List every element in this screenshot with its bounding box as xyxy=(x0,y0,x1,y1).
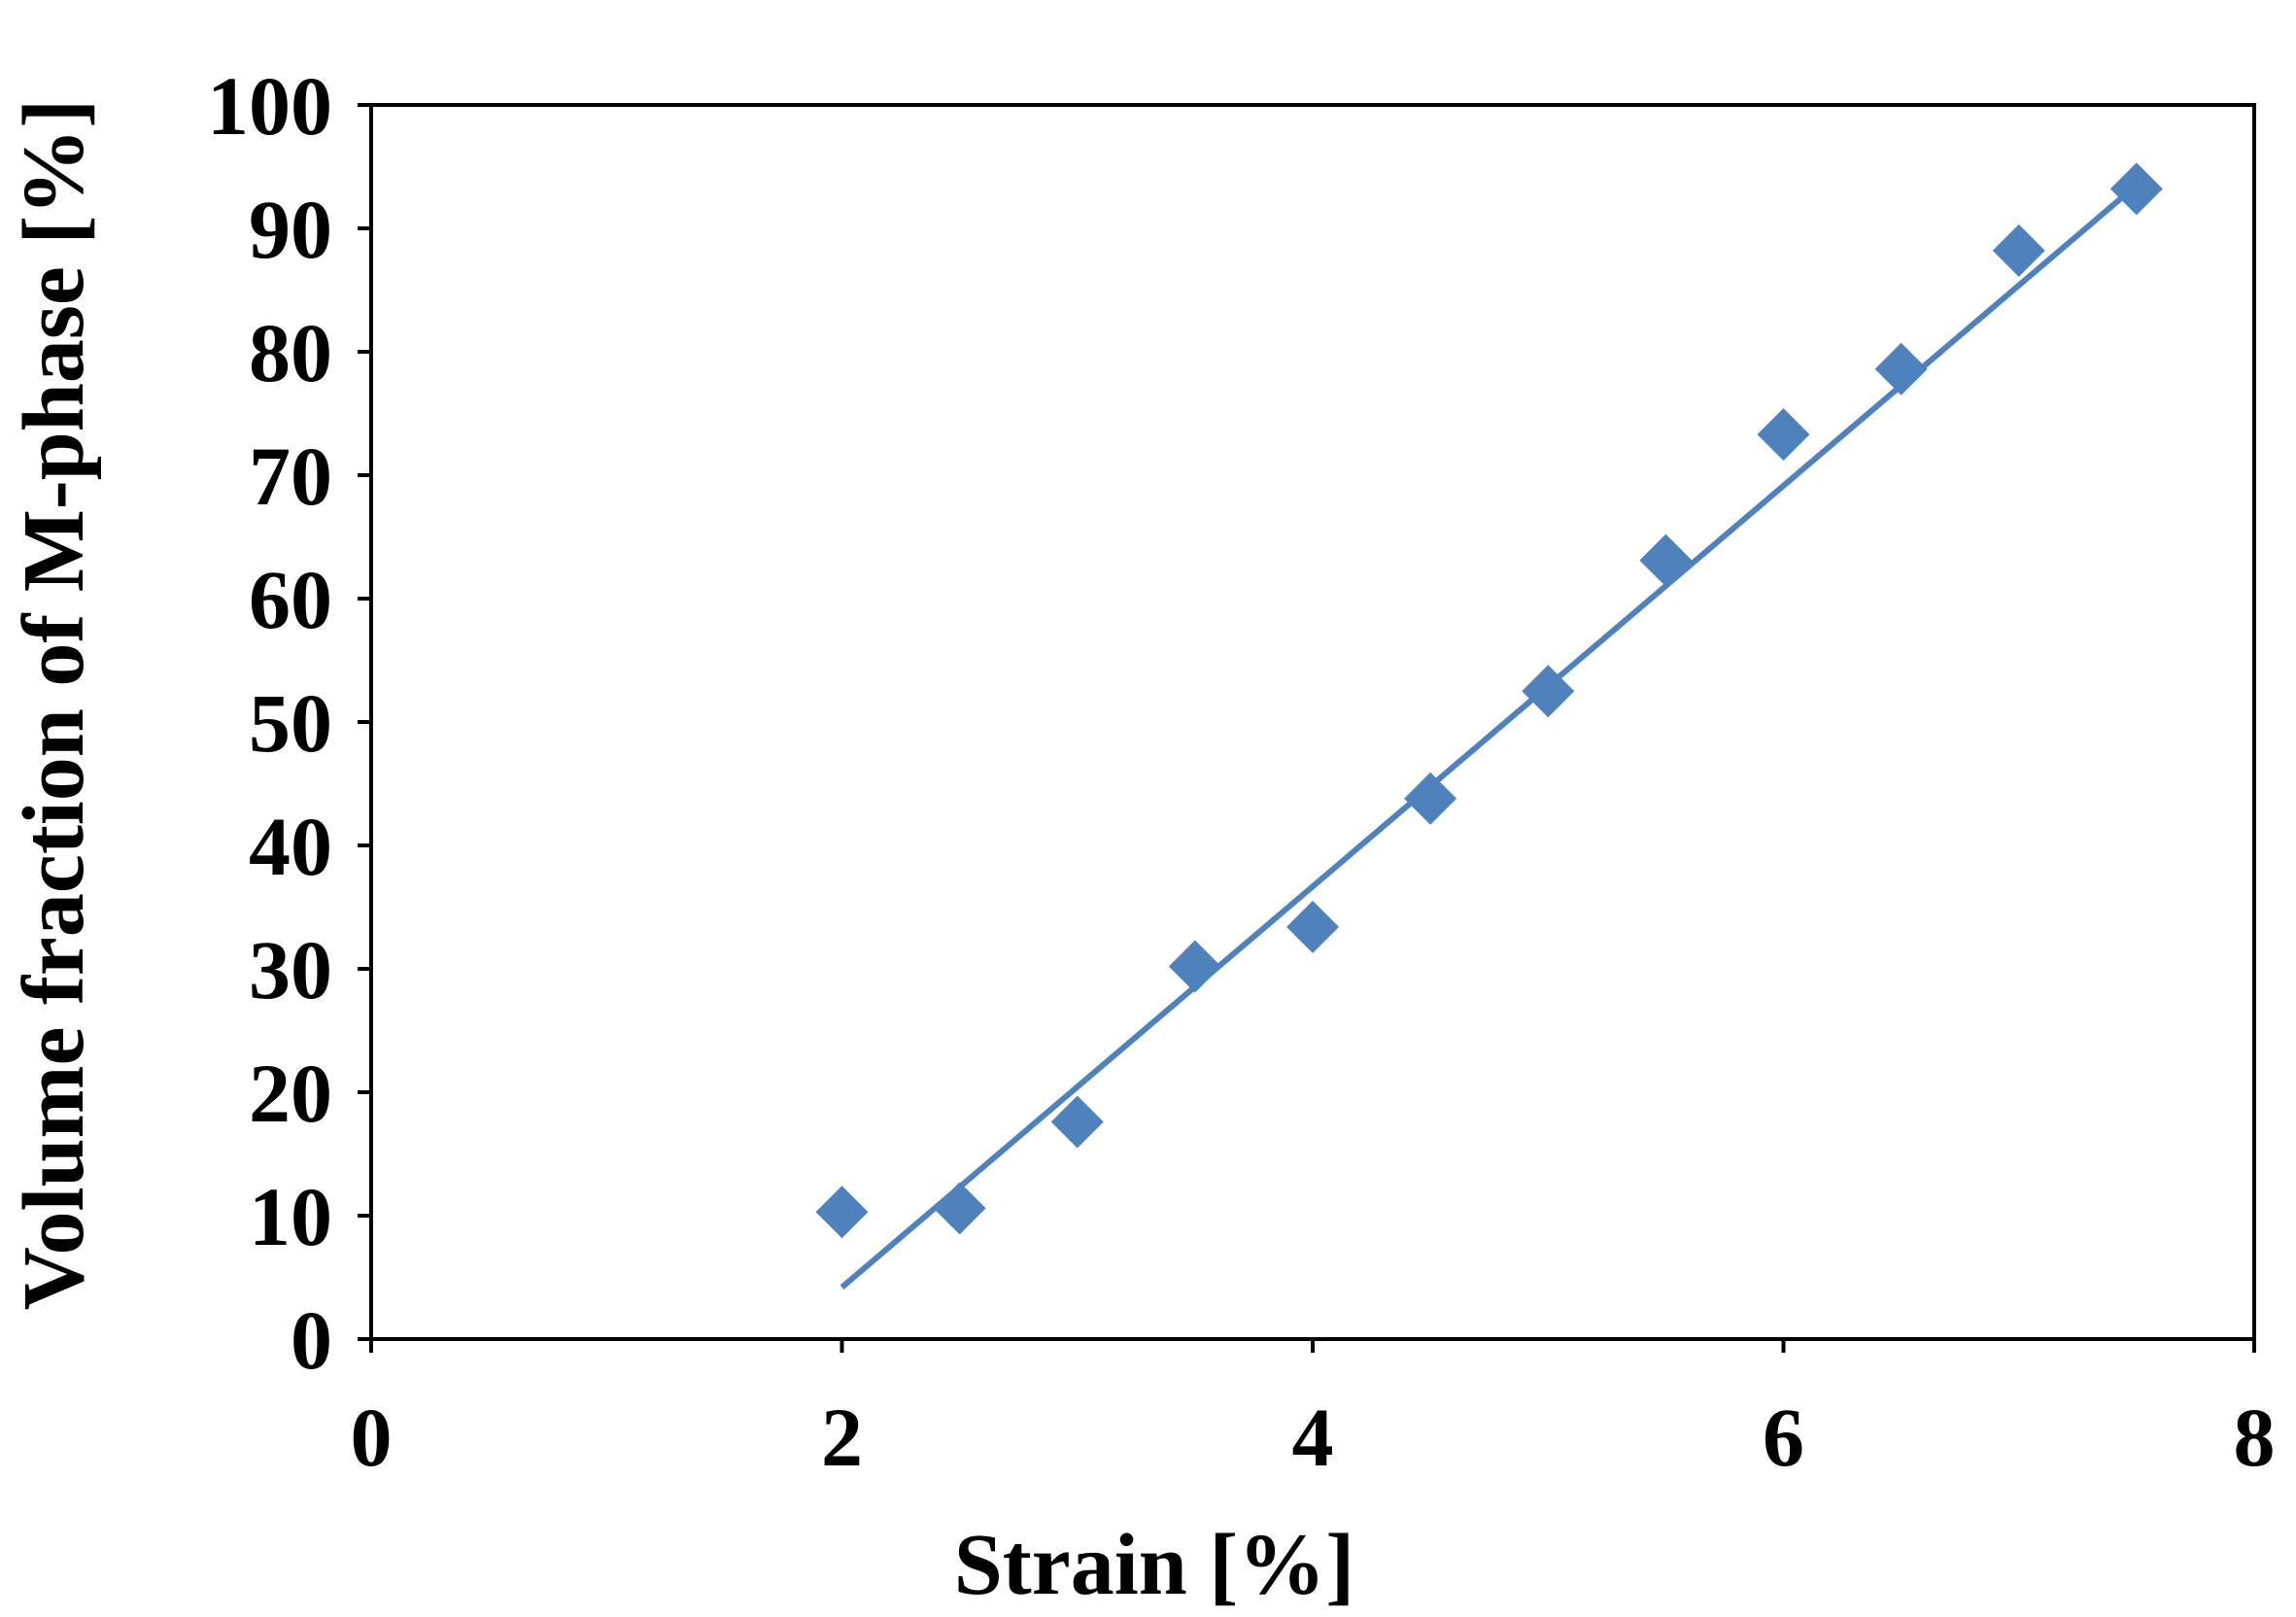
data-point xyxy=(1168,940,1221,993)
x-axis-title: Strain [%] xyxy=(954,1517,1354,1613)
data-point xyxy=(1522,665,1575,718)
y-tick-label: 30 xyxy=(249,923,332,1016)
y-tick-label: 10 xyxy=(249,1170,332,1263)
x-tick-label: 8 xyxy=(2234,1391,2276,1484)
data-point xyxy=(1050,1095,1104,1149)
data-point xyxy=(1992,224,2045,277)
y-tick-label: 50 xyxy=(249,676,332,770)
data-point xyxy=(1757,408,1810,462)
y-tick-label: 80 xyxy=(249,306,332,399)
data-point xyxy=(1286,900,1339,953)
y-tick-label: 70 xyxy=(249,430,332,523)
x-tick-label: 6 xyxy=(1763,1391,1804,1484)
y-tick-label: 100 xyxy=(207,59,332,153)
data-point xyxy=(1404,772,1457,825)
data-point xyxy=(815,1186,869,1239)
x-tick-label: 2 xyxy=(821,1391,863,1484)
x-tick-label: 0 xyxy=(351,1391,393,1484)
x-axis: 0 2 4 6 8 xyxy=(351,1339,2276,1484)
data-points xyxy=(815,162,2163,1239)
y-tick-label: 0 xyxy=(291,1293,332,1387)
y-tick-label: 40 xyxy=(249,800,332,893)
x-tick-label: 4 xyxy=(1292,1391,1334,1484)
data-point xyxy=(2109,162,2163,216)
data-point xyxy=(1639,533,1693,587)
data-point xyxy=(933,1182,986,1235)
y-tick-label: 20 xyxy=(249,1047,332,1140)
y-axis-title: Volume fraction of M-phase [%] xyxy=(6,99,102,1311)
y-tick-label: 90 xyxy=(249,183,332,276)
data-point xyxy=(1874,342,1928,396)
y-axis: 0 10 20 30 40 50 60 70 80 90 100 xyxy=(207,59,371,1387)
y-tick-label: 60 xyxy=(249,553,332,646)
